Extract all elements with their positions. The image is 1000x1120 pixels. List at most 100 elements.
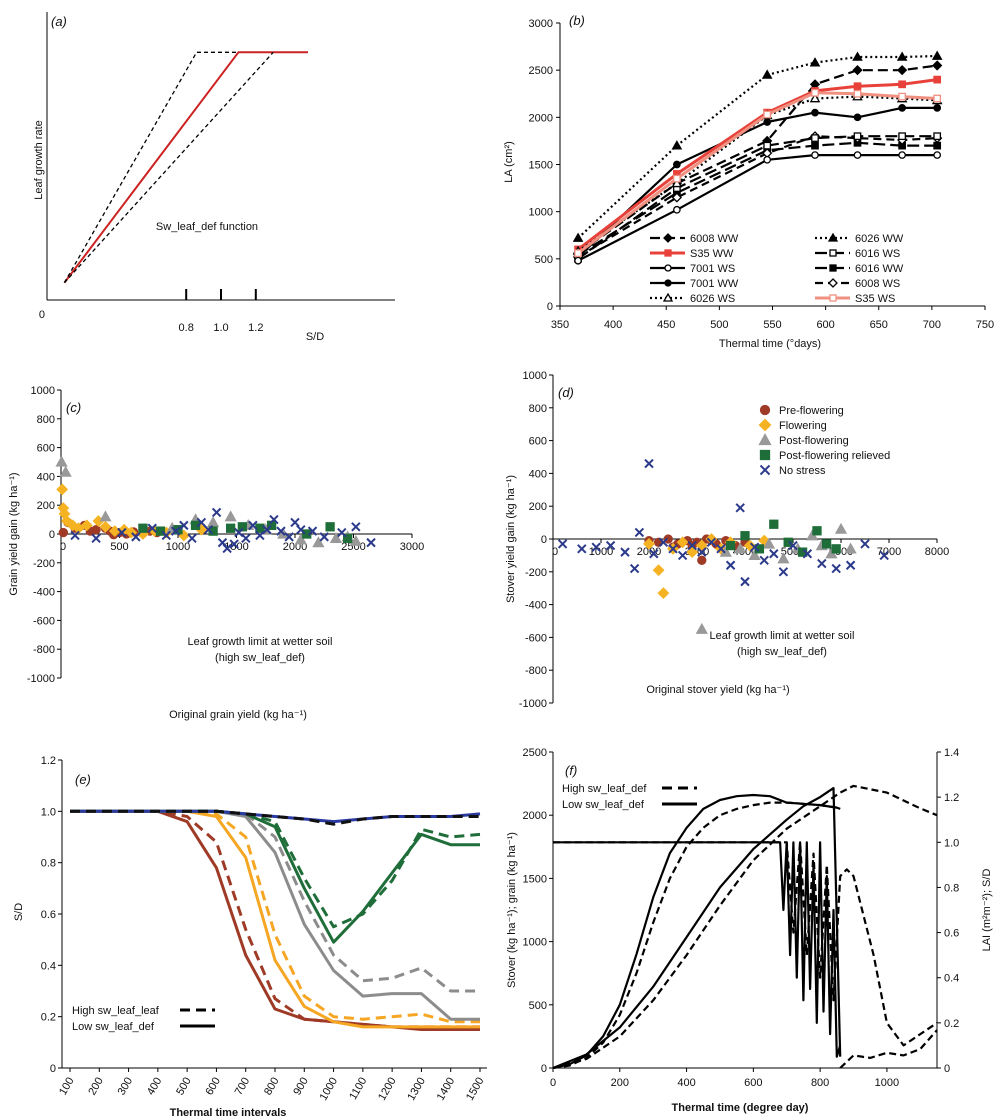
x-tick-label-e: 1000 xyxy=(318,1076,341,1103)
data-point-d xyxy=(778,567,789,577)
data-point-b xyxy=(852,51,863,61)
x-tick-label-e: 1300 xyxy=(405,1076,428,1103)
legend-marker-b xyxy=(828,278,838,288)
data-point-d xyxy=(697,555,707,565)
legend-label-b: S35 WS xyxy=(855,293,895,305)
y-tick-label-e: 0 xyxy=(50,1063,56,1075)
x-tick-label-b: 750 xyxy=(976,319,994,331)
data-point-b xyxy=(933,132,942,141)
data-point-b xyxy=(572,232,584,242)
x-tick-label-a: 0.8 xyxy=(179,322,194,334)
x-tick-label-e: 500 xyxy=(174,1076,194,1098)
xlabel-d: Original stover yield (kg ha⁻¹) xyxy=(646,684,789,696)
x-tick-label-e: 200 xyxy=(86,1076,106,1098)
data-point-c xyxy=(351,522,361,532)
y-tick-right-label-f: 0.6 xyxy=(944,928,959,940)
x-stroke xyxy=(196,517,207,528)
series-line-f-1 xyxy=(552,801,841,1070)
x-stroke xyxy=(211,507,222,518)
x-tick-label-b: 450 xyxy=(657,319,675,331)
y-tick-label-d: 200 xyxy=(529,501,547,513)
y-tick-label-c: 1000 xyxy=(31,385,55,397)
data-point-d xyxy=(748,549,761,561)
y-tick-label-e: 1.2 xyxy=(41,755,56,767)
y-tick-label-b: 3000 xyxy=(529,18,553,30)
y-tick-label-f: 0 xyxy=(541,1063,547,1075)
data-point-c xyxy=(319,532,329,542)
x-tick-label-e: 900 xyxy=(291,1076,311,1098)
data-point-d xyxy=(634,527,645,538)
x-stroke xyxy=(307,526,318,536)
data-point-b xyxy=(673,174,681,183)
data-point-d xyxy=(686,546,699,559)
data-point-d xyxy=(783,537,793,547)
x-tick-label-a: 1.0 xyxy=(213,322,228,334)
panel-label-a: (a) xyxy=(51,14,67,29)
y-tick-label-c: 800 xyxy=(37,414,55,426)
x-stroke xyxy=(276,526,286,536)
data-point-d xyxy=(762,537,776,549)
legend-label-b: 6008 WW xyxy=(690,233,739,245)
data-point-b xyxy=(809,57,821,67)
y-tick-label-c: -400 xyxy=(33,587,55,599)
x-tick-label-b: 350 xyxy=(551,319,569,331)
data-point-d xyxy=(740,576,750,587)
data-point-d xyxy=(716,544,726,554)
y-tick-right-label-f: 0.8 xyxy=(944,882,959,894)
data-point-b xyxy=(671,177,683,188)
legend-marker-b xyxy=(664,279,672,287)
y-tick-label-b: 2500 xyxy=(529,65,553,77)
x-tick-label-b: 400 xyxy=(604,319,622,331)
legend-label-e: High sw_leaf_leaf xyxy=(72,1005,160,1017)
x-stroke xyxy=(706,537,717,547)
legend-marker-b xyxy=(662,292,674,302)
series-line-f-2 xyxy=(552,786,842,1070)
xlabel-e: Thermal time intervals xyxy=(170,1107,287,1119)
y-tick-label-c: 0 xyxy=(49,529,55,541)
y-tick-label-f: 500 xyxy=(529,1000,547,1012)
x-stroke xyxy=(203,524,214,535)
data-point-b xyxy=(932,60,943,71)
data-point-c xyxy=(161,530,172,541)
xlabel-a: S/D xyxy=(306,331,324,343)
legend-label-b: 6008 WS xyxy=(855,278,900,290)
data-point-b xyxy=(853,82,862,91)
x-stroke xyxy=(687,540,697,551)
origin-label-a: 0 xyxy=(39,309,45,321)
legend-label-d: Pre-flowering xyxy=(779,405,844,417)
y-tick-label-c: -1000 xyxy=(27,673,55,685)
x-stroke xyxy=(725,560,736,570)
x-tick-label-d: 8000 xyxy=(925,546,949,558)
y-tick-label-e: 0.6 xyxy=(41,909,56,921)
data-point-c xyxy=(237,522,248,532)
data-point-d xyxy=(676,536,689,549)
legend-label-b: 6016 WS xyxy=(855,248,900,260)
y-tick-right-label-f: 1.4 xyxy=(944,747,959,759)
data-point-b xyxy=(898,80,906,89)
data-point-b xyxy=(811,134,819,142)
data-point-c xyxy=(131,532,141,542)
x-tick-label-d: 0 xyxy=(552,546,558,558)
data-point-b xyxy=(763,155,772,164)
x-stroke xyxy=(677,550,688,561)
x-tick-label-f: 400 xyxy=(677,1077,695,1089)
data-point-c xyxy=(284,532,294,542)
data-point-d xyxy=(652,564,665,577)
legend-label-b: 6026 WW xyxy=(855,233,904,245)
ylabel-a: Leaf growth rate xyxy=(33,120,45,200)
x-stroke xyxy=(649,549,659,559)
xlabel-b: Thermal time (°days) xyxy=(719,338,821,350)
legend-marker-b xyxy=(829,249,837,257)
y-tick-label-b: 1500 xyxy=(529,160,553,172)
data-point-c xyxy=(55,455,68,467)
legend-marker-b xyxy=(829,294,837,302)
data-point-c xyxy=(342,533,353,543)
y-tick-label-b: 1000 xyxy=(529,207,553,219)
legend-marker-d xyxy=(759,404,771,416)
data-point-b xyxy=(896,51,908,61)
series-line-e-4 xyxy=(70,809,480,1021)
x-stroke xyxy=(557,539,568,549)
panel-label-b: (b) xyxy=(569,13,585,28)
data-point-b xyxy=(673,160,681,169)
x-stroke xyxy=(759,464,771,476)
